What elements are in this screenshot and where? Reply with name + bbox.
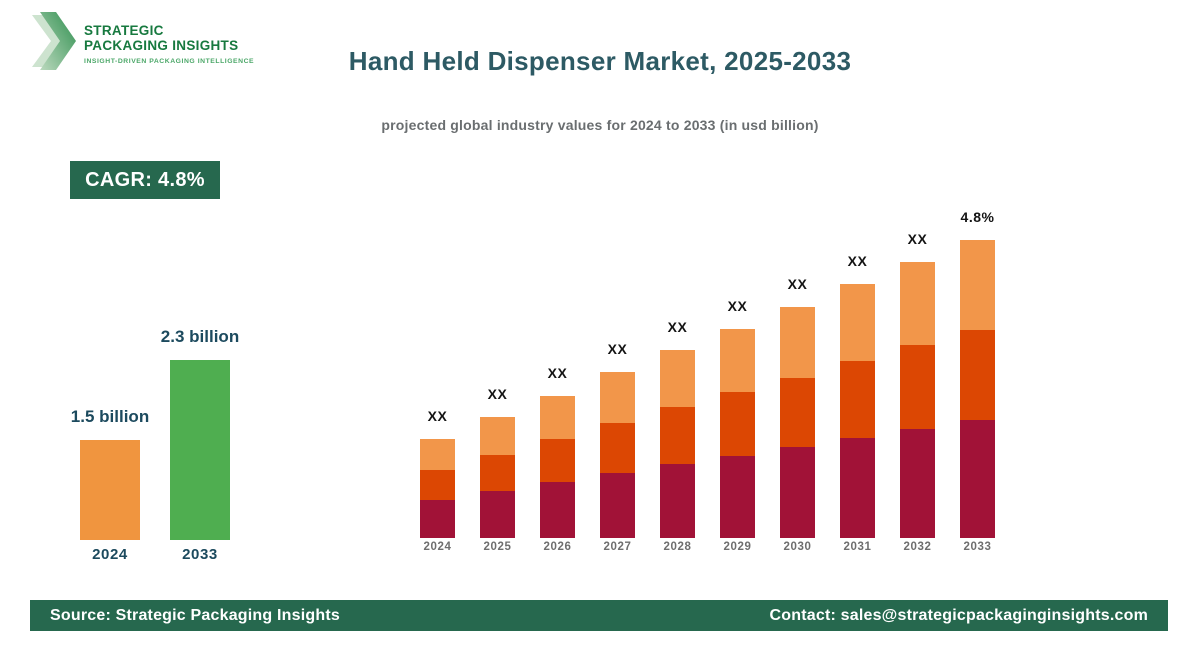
bar-segment-segment-middle: [780, 378, 815, 447]
page-subtitle: projected global industry values for 202…: [381, 117, 819, 133]
logo: STRATEGIC PACKAGING INSIGHTS INSIGHT-DRI…: [32, 12, 254, 75]
bar-value-label: XX: [667, 319, 688, 335]
stacked-bar: [720, 329, 755, 538]
stacked-bar: [420, 439, 455, 538]
bar-segment-segment-bottom: [720, 456, 755, 538]
axis-label-year: 2025: [483, 541, 512, 553]
stacked-bar: [480, 417, 515, 538]
axis-label-year: 2024: [423, 541, 452, 553]
stacked-bar: [960, 240, 995, 538]
axis-label-year: 2032: [903, 541, 932, 553]
cagr-badge: CAGR: 4.8%: [70, 161, 220, 199]
axis-label-year: 2033: [963, 541, 992, 553]
bar-segment-segment-middle: [840, 361, 875, 438]
axis-label-year: 2028: [663, 541, 692, 553]
summary-value-label: 1.5 billion: [70, 407, 150, 426]
bar-segment-segment-middle: [540, 439, 575, 482]
bar-segment-segment-top: [840, 284, 875, 361]
bar-segment-segment-top: [600, 372, 635, 423]
bar-segment-segment-bottom: [480, 491, 515, 538]
axis-label-year: 2030: [783, 541, 812, 553]
bar-segment-segment-middle: [600, 423, 635, 473]
bar-segment-segment-bottom: [600, 473, 635, 538]
summary-bar: [80, 440, 140, 540]
bar-segment-segment-top: [420, 439, 455, 470]
stacked-bar: [780, 307, 815, 538]
bar-segment-segment-middle: [420, 470, 455, 500]
bar-segment-segment-top: [720, 329, 755, 392]
axis-label-year: 2024: [92, 546, 128, 563]
bar-segment-segment-top: [960, 240, 995, 330]
bar-segment-segment-top: [780, 307, 815, 378]
logo-line2: PACKAGING INSIGHTS: [84, 38, 239, 53]
bar-segment-segment-top: [480, 417, 515, 455]
page-title: Hand Held Dispenser Market, 2025-2033: [348, 46, 852, 76]
axis-label-year: 2029: [723, 541, 752, 553]
bar-segment-segment-middle: [480, 455, 515, 491]
footer-bar: Source: Strategic Packaging Insights Con…: [30, 600, 1168, 631]
logo-tagline: INSIGHT-DRIVEN PACKAGING INTELLIGENCE: [84, 58, 255, 65]
footer-source: Source: Strategic Packaging Insights: [50, 606, 340, 624]
bar-segment-segment-bottom: [660, 464, 695, 538]
bar-segment-segment-bottom: [420, 500, 455, 538]
summary-value-label: 2.3 billion: [160, 327, 240, 346]
summary-bar: [170, 360, 230, 540]
bar-value-label: XX: [727, 298, 748, 314]
bar-value-label: XX: [787, 276, 808, 292]
stacked-bar: [840, 284, 875, 538]
axis-label-year: 2026: [543, 541, 572, 553]
bar-value-label: XX: [427, 408, 448, 424]
stacked-bar: [660, 350, 695, 538]
bar-value-label: XX: [547, 365, 568, 381]
bar-value-label: XX: [907, 231, 928, 247]
bar-segment-segment-middle: [660, 407, 695, 464]
footer-contact: Contact: sales@strategicpackaginginsight…: [769, 606, 1148, 624]
bar-value-label: XX: [607, 341, 628, 357]
chevron-logo-icon: [32, 12, 76, 75]
bar-segment-segment-bottom: [540, 482, 575, 538]
bar-segment-segment-middle: [720, 392, 755, 456]
bar-segment-segment-bottom: [900, 429, 935, 538]
stacked-bar: [540, 396, 575, 538]
axis-label-year: 2033: [182, 546, 218, 563]
stacked-bar: [600, 372, 635, 538]
logo-text: STRATEGIC PACKAGING INSIGHTS INSIGHT-DRI…: [84, 12, 254, 65]
bar-segment-segment-bottom: [780, 447, 815, 538]
bar-value-label: 4.8%: [960, 209, 995, 225]
bar-segment-segment-middle: [960, 330, 995, 420]
axis-label-year: 2031: [843, 541, 872, 553]
bar-segment-segment-bottom: [840, 438, 875, 538]
axis-label-year: 2027: [603, 541, 632, 553]
bar-segment-segment-middle: [900, 345, 935, 429]
bar-value-label: XX: [847, 253, 868, 269]
bar-segment-segment-top: [900, 262, 935, 345]
bar-segment-segment-bottom: [960, 420, 995, 538]
logo-line1: STRATEGIC: [84, 23, 164, 38]
bar-segment-segment-top: [660, 350, 695, 407]
bar-value-label: XX: [487, 386, 508, 402]
stacked-bar: [900, 262, 935, 538]
bar-segment-segment-top: [540, 396, 575, 439]
